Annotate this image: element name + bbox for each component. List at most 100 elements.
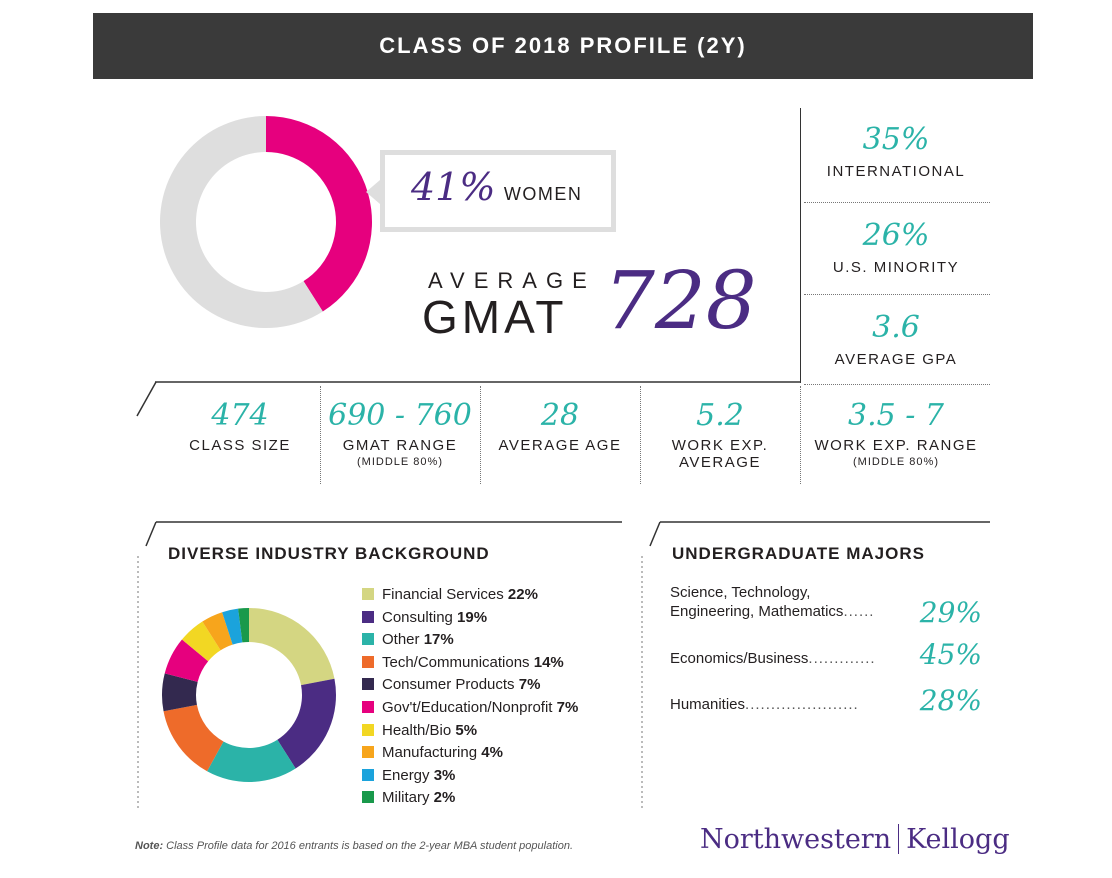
- major-leader-dots: ......: [843, 603, 875, 620]
- stat-value: 474: [211, 398, 269, 433]
- footer-note-text: Class Profile data for 2016 entrants is …: [163, 840, 573, 852]
- industry-slice-2: [207, 739, 296, 782]
- stat-label: U.S. MINORITY: [832, 259, 960, 276]
- legend-item: Tech/Communications 14%: [362, 652, 564, 674]
- major-leader-dots: .............: [808, 650, 876, 667]
- brand-northwestern: Northwestern: [700, 824, 892, 855]
- average-label: AVERAGE: [428, 268, 596, 293]
- stat-label: AVERAGE GPA: [834, 351, 958, 368]
- footer-note-bold: Note:: [135, 840, 164, 852]
- header-bar: CLASS OF 2018 PROFILE (2Y): [93, 13, 1033, 79]
- remainder-slice: [159, 116, 323, 328]
- legend-item: Financial Services 22%: [362, 584, 538, 606]
- right-column-divider: [800, 108, 801, 383]
- legend-value: 14%: [533, 653, 564, 671]
- brand-divider: [898, 824, 900, 854]
- legend-label: Military: [382, 789, 434, 807]
- legend-value: 19%: [457, 608, 488, 626]
- majors-list: Science, Technology, Engineering, Mathem…: [670, 584, 982, 724]
- legend-item: Consulting 19%: [362, 607, 487, 629]
- legend-item: Military 2%: [362, 787, 455, 809]
- legend-item: Manufacturing 4%: [362, 742, 503, 764]
- legend-value: 4%: [481, 744, 503, 762]
- women-donut-chart: [159, 116, 372, 328]
- legend-label: Manufacturing: [382, 744, 482, 762]
- industry-legend: Financial Services 22% Consulting 19% Othe…: [362, 584, 632, 814]
- stat-label: WORK EXP. RANGE: [814, 437, 978, 454]
- stat-label: CLASS SIZE: [189, 437, 291, 454]
- gmat-value: 728: [604, 254, 757, 347]
- major-label-line1: Science, Technology,: [670, 584, 811, 601]
- legend-value: 2%: [433, 789, 456, 807]
- legend-swatch: [362, 655, 374, 668]
- legend-item: Consumer Products 7%: [362, 674, 540, 696]
- stat-label-line2: AVERAGE: [679, 454, 761, 471]
- legend-label: Financial Services: [382, 586, 508, 603]
- stat-class-size: 474 CLASS SIZE: [162, 398, 318, 454]
- stat-work-exp-average: 5.2 WORK EXP. AVERAGE: [642, 398, 798, 471]
- stat-value: 5.2: [696, 398, 744, 433]
- stat-sub-label: (MIDDLE 80%): [853, 456, 939, 468]
- legend-value: 17%: [423, 631, 454, 649]
- legend-item: Other 17%: [362, 629, 454, 651]
- industry-slice-7: [202, 612, 233, 651]
- legend-label: Consumer Products: [382, 676, 519, 694]
- divider: [800, 386, 801, 484]
- industry-title: DIVERSE INDUSTRY BACKGROUND: [168, 544, 490, 563]
- legend-label: Health/Bio: [382, 721, 456, 739]
- divider: [480, 386, 481, 484]
- stat-value: 690 - 760: [328, 398, 472, 433]
- women-percent: 41%: [411, 165, 496, 209]
- page-title: CLASS OF 2018 PROFILE (2Y): [379, 33, 747, 58]
- legend-value: 3%: [433, 766, 456, 784]
- legend-item: Energy 3%: [362, 765, 455, 787]
- stat-us-minority: 26% U.S. MINORITY: [806, 218, 986, 276]
- legend-swatch: [362, 633, 374, 646]
- stats-row-rule: [136, 381, 800, 417]
- stat-gmat-range: 690 - 760 GMAT RANGE (MIDDLE 80%): [322, 398, 478, 468]
- legend-label: Energy: [382, 766, 434, 784]
- women-slice: [266, 116, 372, 312]
- stat-label: GMAT RANGE: [342, 437, 458, 454]
- major-percent: 28%: [919, 684, 982, 717]
- industry-slice-4: [162, 673, 198, 712]
- major-item-humanities: Humanities...................... 28%: [670, 684, 982, 717]
- major-item-economics: Economics/Business............. 45%: [670, 638, 982, 671]
- major-label: Humanities: [670, 696, 746, 713]
- stat-value: 3.5 - 7: [847, 398, 944, 433]
- legend-swatch: [362, 678, 374, 691]
- major-percent: 29%: [919, 596, 982, 629]
- stat-value: 28: [540, 398, 580, 433]
- industry-slice-8: [222, 608, 243, 645]
- legend-swatch: [362, 701, 374, 713]
- stat-value: 26%: [862, 218, 930, 253]
- legend-swatch: [362, 588, 374, 600]
- legend-label: Other: [382, 631, 424, 649]
- legend-item: Gov't/Education/Nonprofit 7%: [362, 697, 578, 719]
- divider: [804, 384, 990, 385]
- industry-slice-1: [277, 678, 336, 769]
- stat-international: 35% INTERNATIONAL: [806, 122, 986, 180]
- major-percent: 45%: [919, 638, 982, 671]
- legend-swatch: [362, 746, 374, 759]
- stat-average-gpa: 3.6 AVERAGE GPA: [806, 310, 986, 368]
- legend-swatch: [362, 723, 374, 736]
- legend-label: Gov't/Education/Nonprofit: [382, 699, 557, 716]
- stat-work-exp-range: 3.5 - 7 WORK EXP. RANGE (MIDDLE 80%): [802, 398, 990, 468]
- footer-note: Note: Class Profile data for 2016 entran…: [135, 840, 573, 852]
- divider: [640, 386, 641, 484]
- legend-label: Tech/Communications: [382, 653, 534, 671]
- stat-value: 3.6: [872, 310, 920, 345]
- stat-label: AVERAGE AGE: [498, 437, 622, 454]
- legend-swatch: [362, 768, 374, 781]
- legend-value: 22%: [507, 586, 538, 603]
- industry-slice-9: [238, 608, 249, 643]
- legend-item: Health/Bio 5%: [362, 720, 477, 742]
- stat-label: INTERNATIONAL: [826, 163, 966, 180]
- industry-slice-5: [164, 639, 209, 682]
- divider: [804, 202, 990, 203]
- majors-frame: [641, 521, 990, 808]
- industry-slice-3: [163, 704, 224, 772]
- brand-logo: Northwestern Kellogg: [700, 824, 1010, 855]
- women-label: WOMEN: [503, 184, 583, 204]
